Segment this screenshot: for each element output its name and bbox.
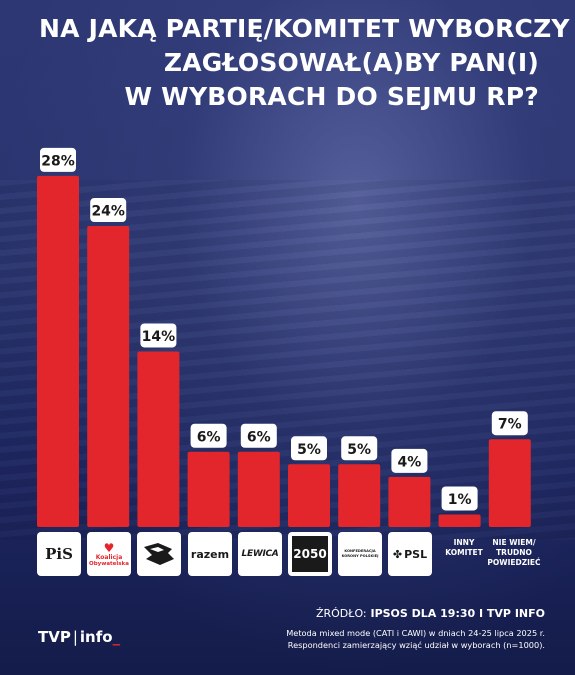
bar-1 <box>87 226 130 528</box>
logo-psl: ✤ PSL <box>388 532 432 576</box>
value-label-bg-0 <box>40 147 76 172</box>
label-inny-line2: KOMITET <box>445 548 483 557</box>
brand-cursor: _ <box>112 628 121 646</box>
label-niewiem-line1: NIE WIEM/ <box>492 538 536 547</box>
brand-right: info <box>79 628 113 646</box>
value-label-bg-9 <box>491 411 528 436</box>
source-text: IPSOS DLA 19:30 I TVP INFO <box>370 607 545 620</box>
bar-3 <box>187 451 230 527</box>
bar-8 <box>438 514 481 527</box>
value-label-0: 28% <box>41 153 75 169</box>
logo-bird <box>137 532 181 576</box>
label-niewiem-line2: TRUDNO <box>496 548 532 557</box>
value-label-5: 5% <box>297 442 321 458</box>
heart-icon: ♥ <box>103 541 115 555</box>
title-line-3: W WYBORACH DO SEJMU RP? <box>124 82 539 111</box>
method-line-2: Respondenci zamierzający wziąć udział w … <box>287 640 545 650</box>
logo-razem-text: razem <box>190 547 230 561</box>
value-label-4: 6% <box>247 429 271 445</box>
value-label-1: 24% <box>91 204 125 220</box>
value-label-2: 14% <box>142 329 176 345</box>
logo-lewica-text: LEWICA <box>241 549 279 559</box>
brand-separator: | <box>72 628 78 646</box>
value-label-bg-6 <box>341 436 378 461</box>
value-label-6: 5% <box>347 442 371 458</box>
bar-4 <box>237 451 280 527</box>
bar-6 <box>338 464 381 527</box>
value-label-bg-3 <box>190 423 227 448</box>
label-inny-line1: INNY <box>453 538 475 547</box>
logo-razem: razem <box>188 532 232 576</box>
title-line-2: ZAGŁOSOWAŁ(A)BY PAN(I) <box>163 48 539 77</box>
logo-ko-line1: Koalicja <box>95 554 123 561</box>
logo-kkp-line1: KONFEDERACJA <box>344 549 376 553</box>
label-niewiem-line3: POWIEDZIEĆ <box>487 558 541 567</box>
brand-left: TVP <box>38 628 71 646</box>
logo-kkp: KONFEDERACJA KORONY POLSKIEJ <box>338 532 382 576</box>
value-label-bg-7 <box>391 448 428 473</box>
p2050-icon: 2050 <box>292 536 328 572</box>
bar-5 <box>288 464 330 527</box>
method-line-1: Metoda mixed mode (CATI i CAWI) w dniach… <box>286 628 545 638</box>
value-label-3: 6% <box>197 429 221 445</box>
logo-pis-text: PiS <box>45 545 73 563</box>
bird-icon <box>144 543 174 565</box>
logo-psl-text: PSL <box>404 547 428 561</box>
bar-9 <box>488 439 531 527</box>
bar-2 <box>137 351 180 527</box>
label-nie-wiem: NIE WIEM/ TRUDNO POWIEDZIEĆ <box>486 538 542 568</box>
label-inny-komitet: INNY KOMITET <box>436 538 492 558</box>
methodology-note: Metoda mixed mode (CATI i CAWI) w dniach… <box>245 627 545 651</box>
bar-0 <box>37 175 79 527</box>
value-label-bg-4 <box>240 423 277 448</box>
value-label-bg-2 <box>140 323 177 348</box>
logo-pis: PiS <box>37 532 81 576</box>
value-label-bg-1 <box>90 198 127 223</box>
source-prefix: ŹRÓDŁO: <box>315 607 367 620</box>
tvp-info-logo: TVP | info_ <box>38 628 120 646</box>
clover-icon: ✤ <box>392 547 403 561</box>
chart-title: NA JAKĄ PARTIĘ/KOMITET WYBORCZY ZAGŁOSOW… <box>39 12 570 114</box>
value-label-bg-8 <box>441 486 478 511</box>
logo-2050: 2050 <box>288 532 332 576</box>
title-line-1: NA JAKĄ PARTIĘ/KOMITET WYBORCZY <box>39 14 570 43</box>
source: ŹRÓDŁO: IPSOS DLA 19:30 I TVP INFO <box>316 607 545 620</box>
value-label-bg-5 <box>291 436 327 461</box>
value-label-9: 7% <box>498 417 522 433</box>
logo-ko-line2: Obywatelska <box>89 561 129 567</box>
logo-lewica: LEWICA <box>238 532 282 576</box>
value-label-8: 1% <box>448 492 472 508</box>
logo-2050-text: 2050 <box>293 547 326 561</box>
logo-kkp-line2: KORONY POLSKIEJ <box>341 554 379 558</box>
value-label-7: 4% <box>398 454 422 470</box>
logo-ko: ♥ Koalicja Obywatelska <box>87 532 131 576</box>
bar-7 <box>388 476 431 527</box>
